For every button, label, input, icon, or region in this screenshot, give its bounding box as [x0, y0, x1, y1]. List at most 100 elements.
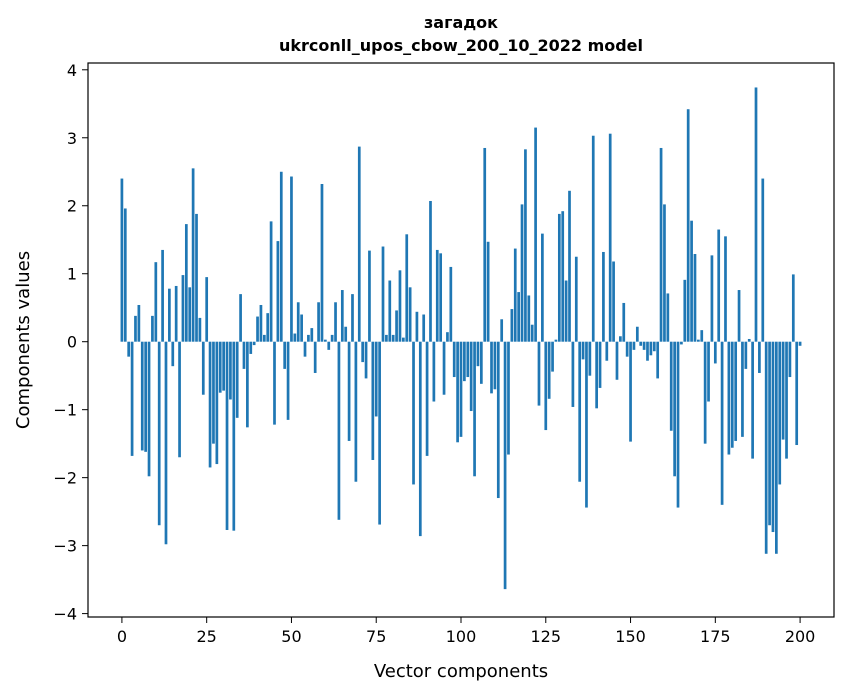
- bar-component-112: [500, 319, 504, 342]
- bar-component-118: [520, 204, 524, 342]
- bar-component-106: [479, 341, 483, 384]
- bar-component-142: [602, 251, 605, 342]
- bar-component-36: [242, 341, 246, 369]
- bar-component-16: [174, 285, 178, 342]
- bar-component-15: [171, 341, 175, 367]
- bar-component-0: [120, 178, 124, 342]
- bar-component-162: [669, 341, 673, 431]
- x-tick-label: 100: [446, 627, 477, 646]
- bar-component-155: [646, 341, 649, 361]
- bar-component-80: [391, 334, 395, 342]
- bar-component-89: [422, 314, 426, 342]
- bar-component-55: [307, 334, 310, 342]
- bar-component-1: [123, 208, 127, 342]
- bar-component-21: [191, 168, 195, 342]
- bar-component-8: [147, 341, 151, 477]
- bar-component-172: [703, 341, 707, 444]
- bar-component-176: [717, 229, 721, 342]
- bar-component-34: [235, 341, 239, 418]
- bar-component-65: [340, 290, 344, 342]
- bar-component-170: [697, 339, 700, 342]
- bar-component-123: [537, 341, 541, 406]
- bar-component-7: [144, 341, 147, 452]
- x-tick-label: 150: [615, 627, 646, 646]
- bar-component-5: [137, 304, 141, 342]
- bar-component-101: [463, 341, 466, 382]
- bar-component-124: [541, 233, 544, 342]
- y-tick-label: −3: [53, 537, 77, 556]
- bar-component-78: [385, 334, 388, 342]
- bar-component-2: [127, 341, 131, 357]
- bar-component-146: [615, 341, 619, 380]
- bar-component-127: [551, 341, 554, 372]
- bar-component-122: [534, 127, 537, 342]
- bar-component-47: [279, 171, 283, 342]
- bar-component-159: [659, 147, 663, 342]
- bar-component-179: [727, 341, 731, 455]
- y-tick-label: −1: [53, 401, 77, 420]
- bar-component-67: [347, 341, 351, 441]
- bar-component-66: [344, 326, 348, 342]
- bar-component-160: [663, 204, 666, 342]
- bar-component-86: [412, 341, 415, 485]
- bar-component-79: [388, 280, 392, 342]
- bar-component-117: [517, 292, 520, 342]
- bar-component-26: [208, 341, 212, 468]
- bar-component-100: [459, 341, 463, 437]
- bar-component-169: [693, 254, 697, 342]
- bar-component-108: [486, 241, 490, 342]
- y-axis-ticks: −4 −3 −2 −1 0 1 2 3 4: [53, 61, 88, 624]
- bar-component-52: [296, 302, 300, 342]
- bar-component-88: [418, 341, 422, 537]
- bar-component-13: [164, 341, 168, 545]
- y-tick-label: 2: [67, 197, 77, 216]
- bar-component-41: [259, 304, 263, 342]
- bar-component-183: [741, 341, 744, 437]
- bar-component-33: [232, 341, 236, 531]
- x-tick-label: 200: [785, 627, 816, 646]
- x-tick-label: 125: [530, 627, 561, 646]
- bar-component-53: [300, 314, 303, 342]
- bar-component-161: [666, 293, 670, 342]
- bar-component-25: [205, 277, 209, 342]
- x-tick-label: 25: [197, 627, 217, 646]
- bar-component-132: [568, 190, 571, 342]
- bar-component-44: [269, 221, 273, 342]
- bar-component-190: [764, 341, 768, 554]
- bar-component-19: [184, 224, 188, 342]
- bar-component-56: [310, 328, 314, 342]
- bar-component-23: [198, 317, 202, 342]
- bar-component-40: [256, 316, 259, 342]
- bar-component-186: [751, 341, 754, 459]
- bar-component-42: [262, 334, 266, 342]
- bar-component-166: [683, 279, 687, 342]
- chart-title: загадок: [424, 13, 498, 32]
- bars-group: [120, 87, 802, 590]
- bar-component-54: [303, 341, 307, 357]
- bar-component-126: [547, 341, 551, 399]
- bar-component-138: [588, 341, 592, 376]
- bar-component-12: [161, 249, 164, 342]
- bar-component-150: [629, 341, 632, 442]
- bar-component-105: [476, 341, 480, 367]
- bar-component-39: [252, 341, 256, 346]
- bar-component-185: [747, 338, 751, 342]
- bar-component-145: [612, 261, 615, 342]
- bar-component-18: [181, 275, 185, 342]
- bar-component-51: [293, 333, 297, 342]
- bar-component-60: [324, 339, 327, 342]
- bar-component-121: [530, 324, 534, 342]
- bar-component-50: [290, 176, 293, 342]
- bar-component-187: [754, 87, 758, 342]
- bar-component-95: [442, 341, 446, 395]
- bar-component-57: [313, 341, 317, 373]
- bar-component-128: [554, 339, 558, 342]
- bar-component-152: [635, 326, 639, 342]
- bar-component-72: [364, 341, 368, 379]
- bar-component-115: [510, 309, 514, 342]
- bar-component-48: [283, 341, 287, 369]
- bar-component-130: [561, 211, 565, 342]
- x-tick-label: 175: [700, 627, 731, 646]
